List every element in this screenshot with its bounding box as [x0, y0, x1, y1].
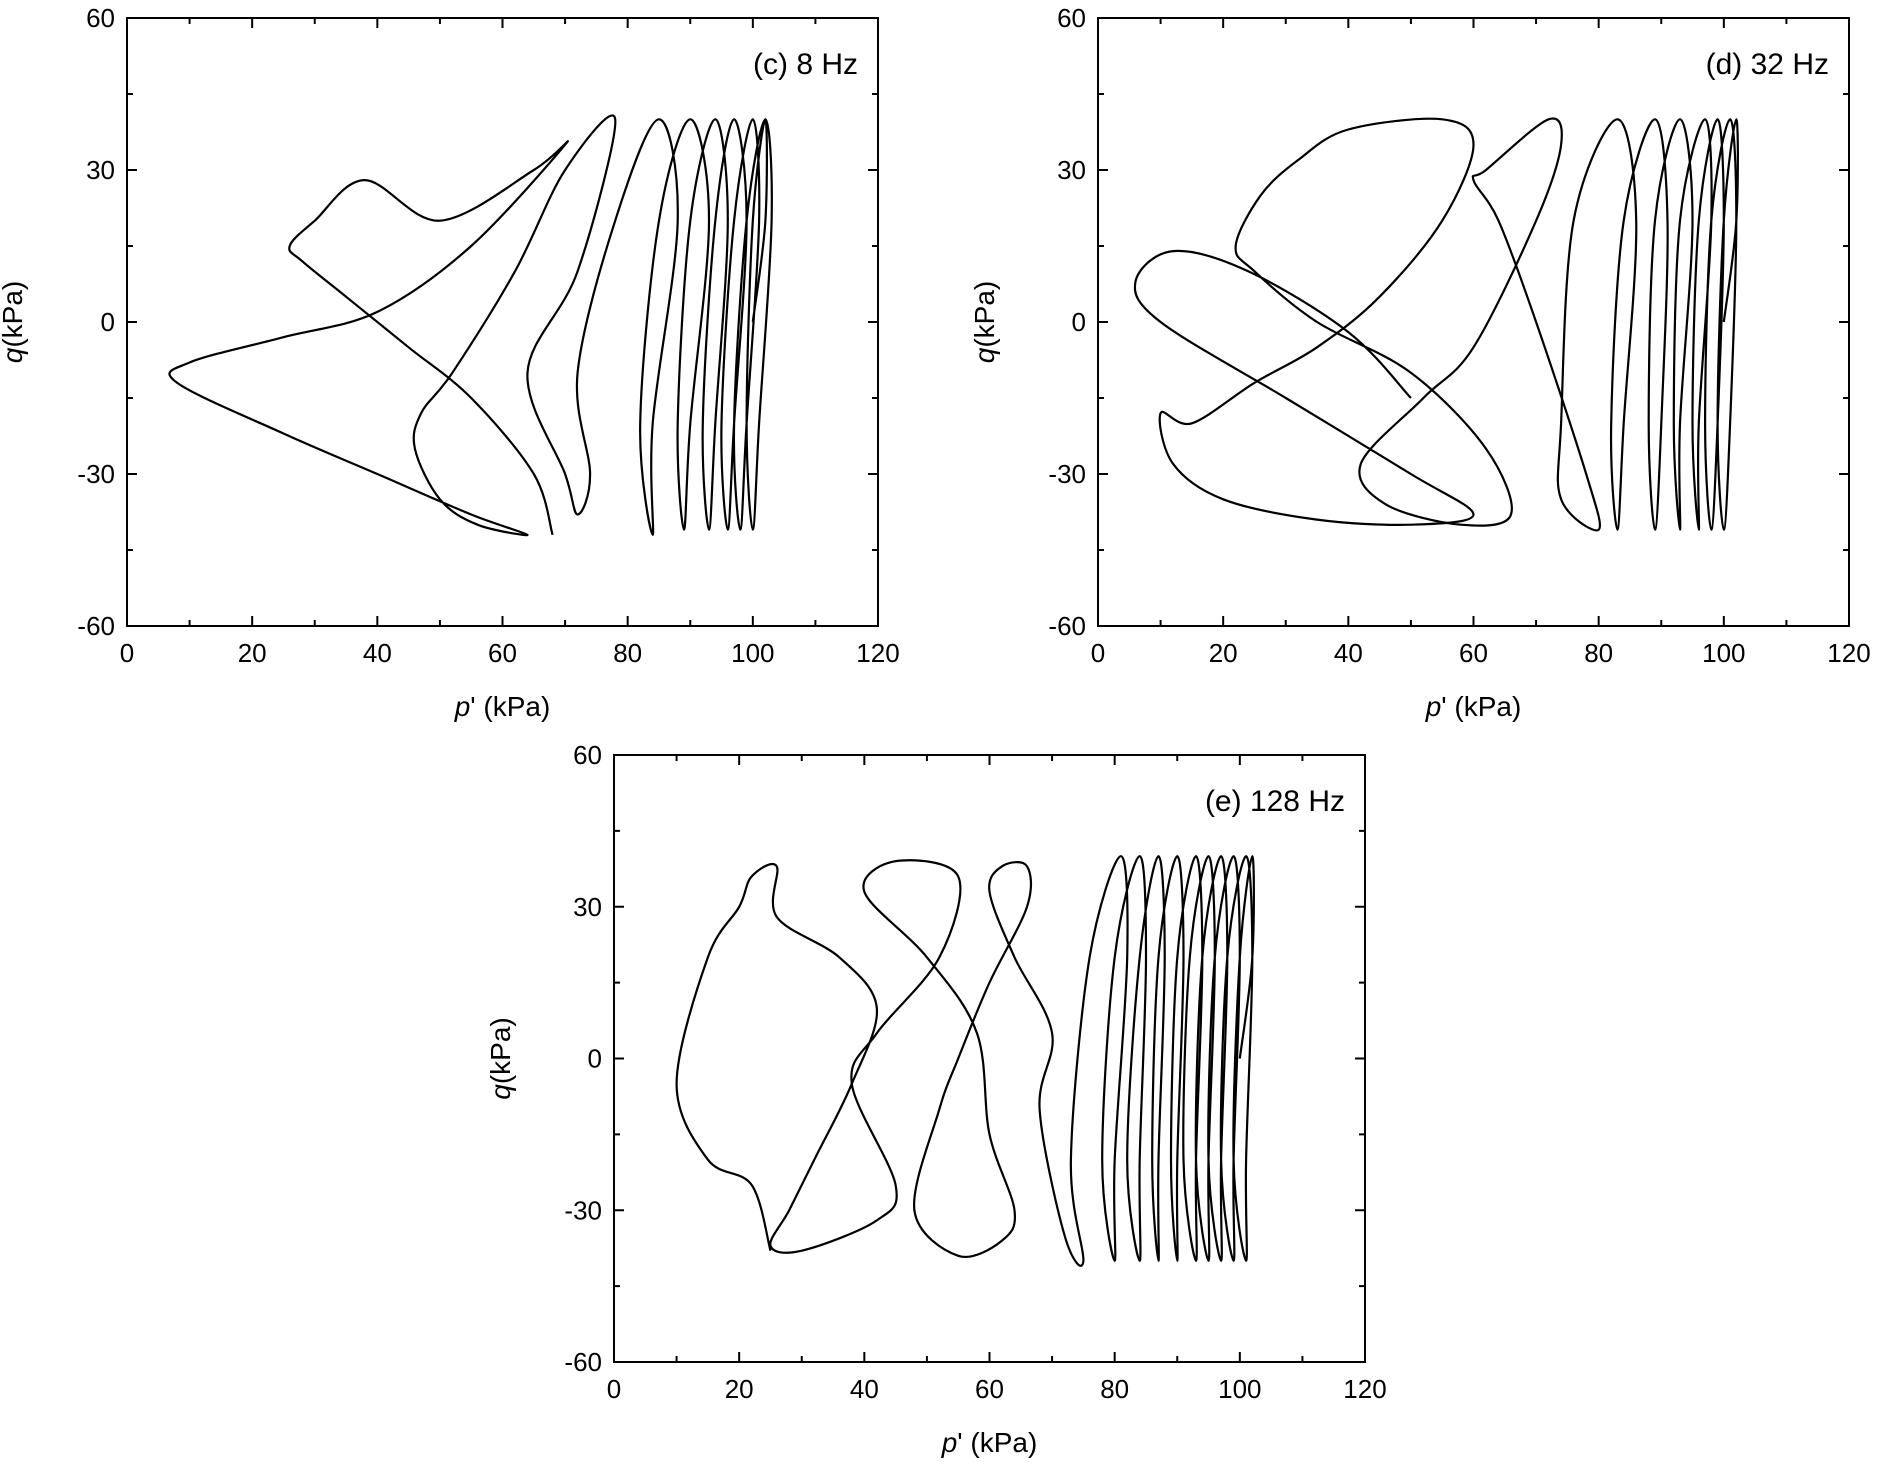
series-black-path [168, 114, 773, 537]
y-tick-label: 30 [1057, 155, 1086, 185]
y-tick-label: -30 [77, 459, 115, 489]
y-tick-label: -60 [77, 611, 115, 641]
x-tick-label: 120 [1343, 1374, 1386, 1404]
x-tick-label: 120 [1827, 638, 1870, 668]
y-tick-label: 0 [1072, 307, 1086, 337]
plot-frame [1097, 17, 1850, 627]
x-tick-label: 60 [975, 1374, 1004, 1404]
x-tick-label: 60 [1459, 638, 1488, 668]
series-black-path [675, 855, 1255, 1267]
plot-frame [613, 754, 1366, 1363]
y-tick-label: -30 [564, 1195, 602, 1225]
x-tick-label: 40 [1334, 638, 1363, 668]
x-tick-label: 100 [1702, 638, 1745, 668]
series-black-path [1133, 117, 1739, 532]
x-axis-label: p' (kPa) [1425, 691, 1522, 722]
x-tick-label: 80 [1100, 1374, 1129, 1404]
x-tick-label: 80 [1584, 638, 1613, 668]
y-tick-label: -60 [1048, 611, 1086, 641]
x-tick-label: 20 [1209, 638, 1238, 668]
x-tick-label: 20 [725, 1374, 754, 1404]
x-tick-label: 60 [488, 638, 517, 668]
y-axis-label: q(kPa) [485, 1017, 516, 1099]
x-tick-label: 0 [120, 638, 134, 668]
y-tick-label: 30 [86, 155, 115, 185]
y-tick-label: -60 [564, 1347, 602, 1377]
y-tick-label: 0 [101, 307, 115, 337]
x-tick-label: 20 [238, 638, 267, 668]
y-tick-label: 30 [573, 892, 602, 922]
panel-c: 0 20 40 60 80 100 120 -60 -30 0 30 60 (c) 8 Hz p' (kP… [0, 3, 900, 722]
y-axis-label: q(kPa) [0, 281, 28, 363]
x-tick-label: 0 [1091, 638, 1105, 668]
y-tick-label: 60 [1057, 3, 1086, 33]
x-tick-label: 100 [1218, 1374, 1261, 1404]
panel-title: (c) 8 Hz [753, 48, 858, 81]
y-tick-label: 0 [588, 1044, 602, 1074]
x-tick-label: 80 [613, 638, 642, 668]
panel-title: (d) 32 Hz [1706, 48, 1829, 81]
x-tick-label: 40 [850, 1374, 879, 1404]
y-tick-label: 60 [573, 740, 602, 770]
y-axis-label: q(kPa) [969, 281, 1000, 363]
y-tick-label: 60 [86, 3, 115, 33]
panel-e: 0 20 40 60 80 100 120 -60 -30 0 30 60 (e) 128 Hz p' (… [485, 740, 1387, 1458]
panel-d: 0 20 40 60 80 100 120 -60 -30 0 30 60 (d) 32 Hz p' (k… [969, 3, 1871, 722]
x-tick-label: 100 [731, 638, 774, 668]
x-axis-label: p' (kPa) [454, 691, 551, 722]
x-tick-label: 40 [363, 638, 392, 668]
y-tick-label: -30 [1048, 459, 1086, 489]
x-axis-label: p' (kPa) [941, 1427, 1038, 1458]
panel-title: (e) 128 Hz [1205, 785, 1345, 818]
x-tick-label: 0 [607, 1374, 621, 1404]
x-tick-label: 120 [856, 638, 899, 668]
